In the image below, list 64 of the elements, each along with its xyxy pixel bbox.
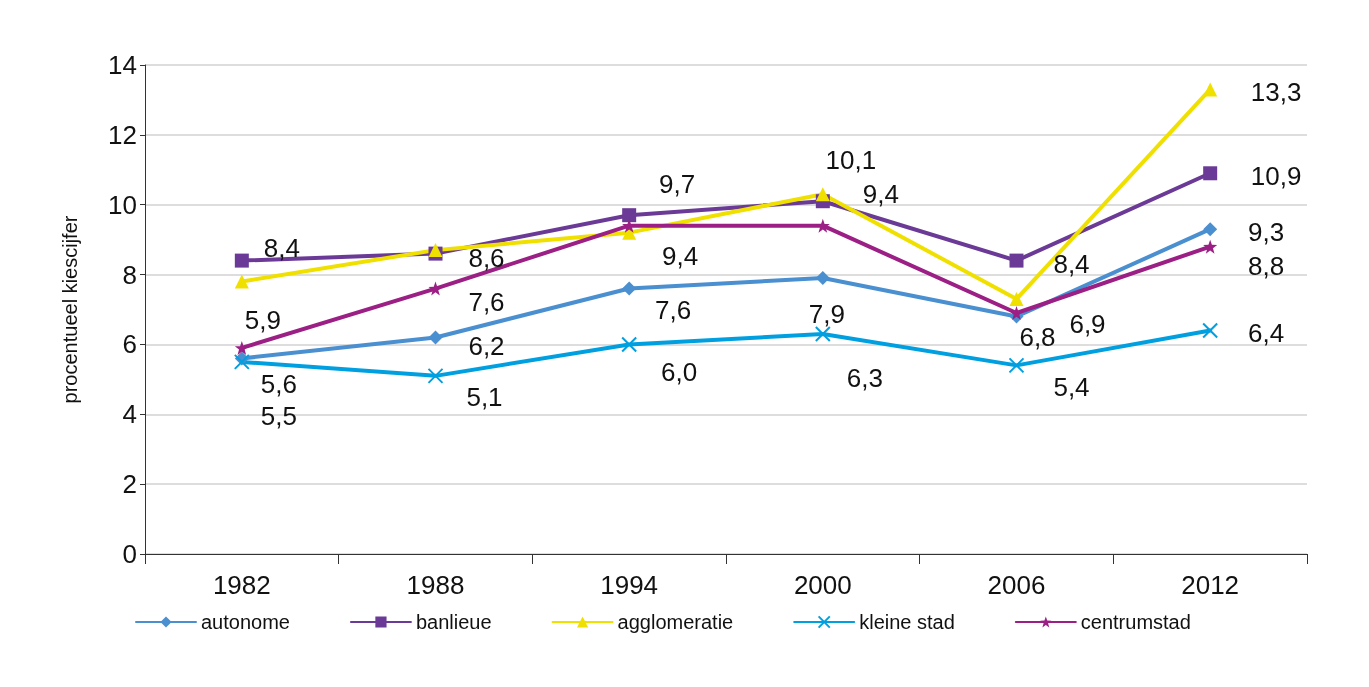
- legend-label: centrumstad: [1080, 611, 1191, 633]
- data-label: 5,4: [1053, 372, 1090, 403]
- point: [1203, 166, 1218, 181]
- y-tick-label: 14: [108, 50, 137, 80]
- data-label: 7,6: [655, 294, 692, 325]
- point: [622, 208, 637, 223]
- data-label: 8,4: [263, 232, 300, 263]
- x-tick-label: 2012: [1181, 570, 1240, 600]
- point: [427, 367, 444, 384]
- x-tick-label: 1982: [212, 570, 271, 600]
- x-tick-label: 1994: [600, 570, 659, 600]
- y-axis-title: procentueel kiescijfer: [59, 215, 81, 404]
- point: [428, 330, 443, 345]
- legend-label: banlieue: [415, 611, 492, 633]
- data-label: 5,5: [260, 400, 297, 431]
- y-tick-label: 6: [122, 329, 137, 360]
- data-label: 10,1: [825, 145, 877, 176]
- data-label: 7,6: [468, 286, 505, 317]
- data-label: 6,4: [1248, 318, 1285, 349]
- point: [1008, 357, 1025, 374]
- data-label: 5,6: [260, 369, 297, 400]
- data-label: 6,0: [661, 357, 698, 388]
- y-tick-label: 10: [108, 189, 137, 220]
- legend-label: agglomeratie: [617, 611, 734, 633]
- x-tick-label: 2000: [793, 570, 852, 600]
- y-tick-label: 2: [122, 469, 137, 500]
- y-tick-label: 4: [122, 399, 137, 430]
- data-label: 9,4: [862, 178, 899, 209]
- data-label: 9,4: [662, 240, 699, 271]
- point: [1009, 292, 1024, 307]
- data-label: 13,3: [1250, 77, 1302, 108]
- data-label: 8,8: [1248, 250, 1285, 281]
- data-label: 5,9: [244, 304, 281, 335]
- data-label: 5,1: [466, 381, 503, 412]
- data-label: 6,9: [1069, 308, 1106, 339]
- point: [1203, 239, 1218, 254]
- x-tick-label: 2006: [987, 570, 1046, 600]
- point: [1203, 222, 1218, 237]
- point: [621, 336, 638, 353]
- data-label: 6,3: [846, 362, 883, 393]
- point: [1202, 322, 1219, 339]
- y-tick-label: 8: [122, 259, 137, 290]
- legend-label: autonome: [201, 611, 290, 633]
- data-label: 9,3: [1248, 217, 1285, 248]
- data-label: 10,9: [1250, 161, 1302, 192]
- legend-label: kleine stad: [859, 611, 955, 633]
- point: [233, 353, 250, 370]
- x-tick-label: 1988: [406, 570, 465, 600]
- data-label: 7,9: [808, 299, 845, 330]
- y-tick-label: 12: [108, 119, 137, 150]
- y-tick-label: 0: [122, 539, 137, 569]
- point: [815, 271, 830, 286]
- point: [234, 274, 249, 289]
- data-label: 8,6: [468, 242, 505, 273]
- point: [234, 340, 249, 355]
- point: [815, 187, 830, 202]
- point: [1203, 82, 1218, 97]
- point: [234, 253, 249, 268]
- data-label: 8,4: [1053, 248, 1090, 279]
- data-label: 6,2: [468, 331, 505, 362]
- data-label: 9,7: [659, 169, 696, 200]
- point: [622, 281, 637, 296]
- point: [1009, 253, 1024, 268]
- data-label: 6,8: [1019, 322, 1056, 353]
